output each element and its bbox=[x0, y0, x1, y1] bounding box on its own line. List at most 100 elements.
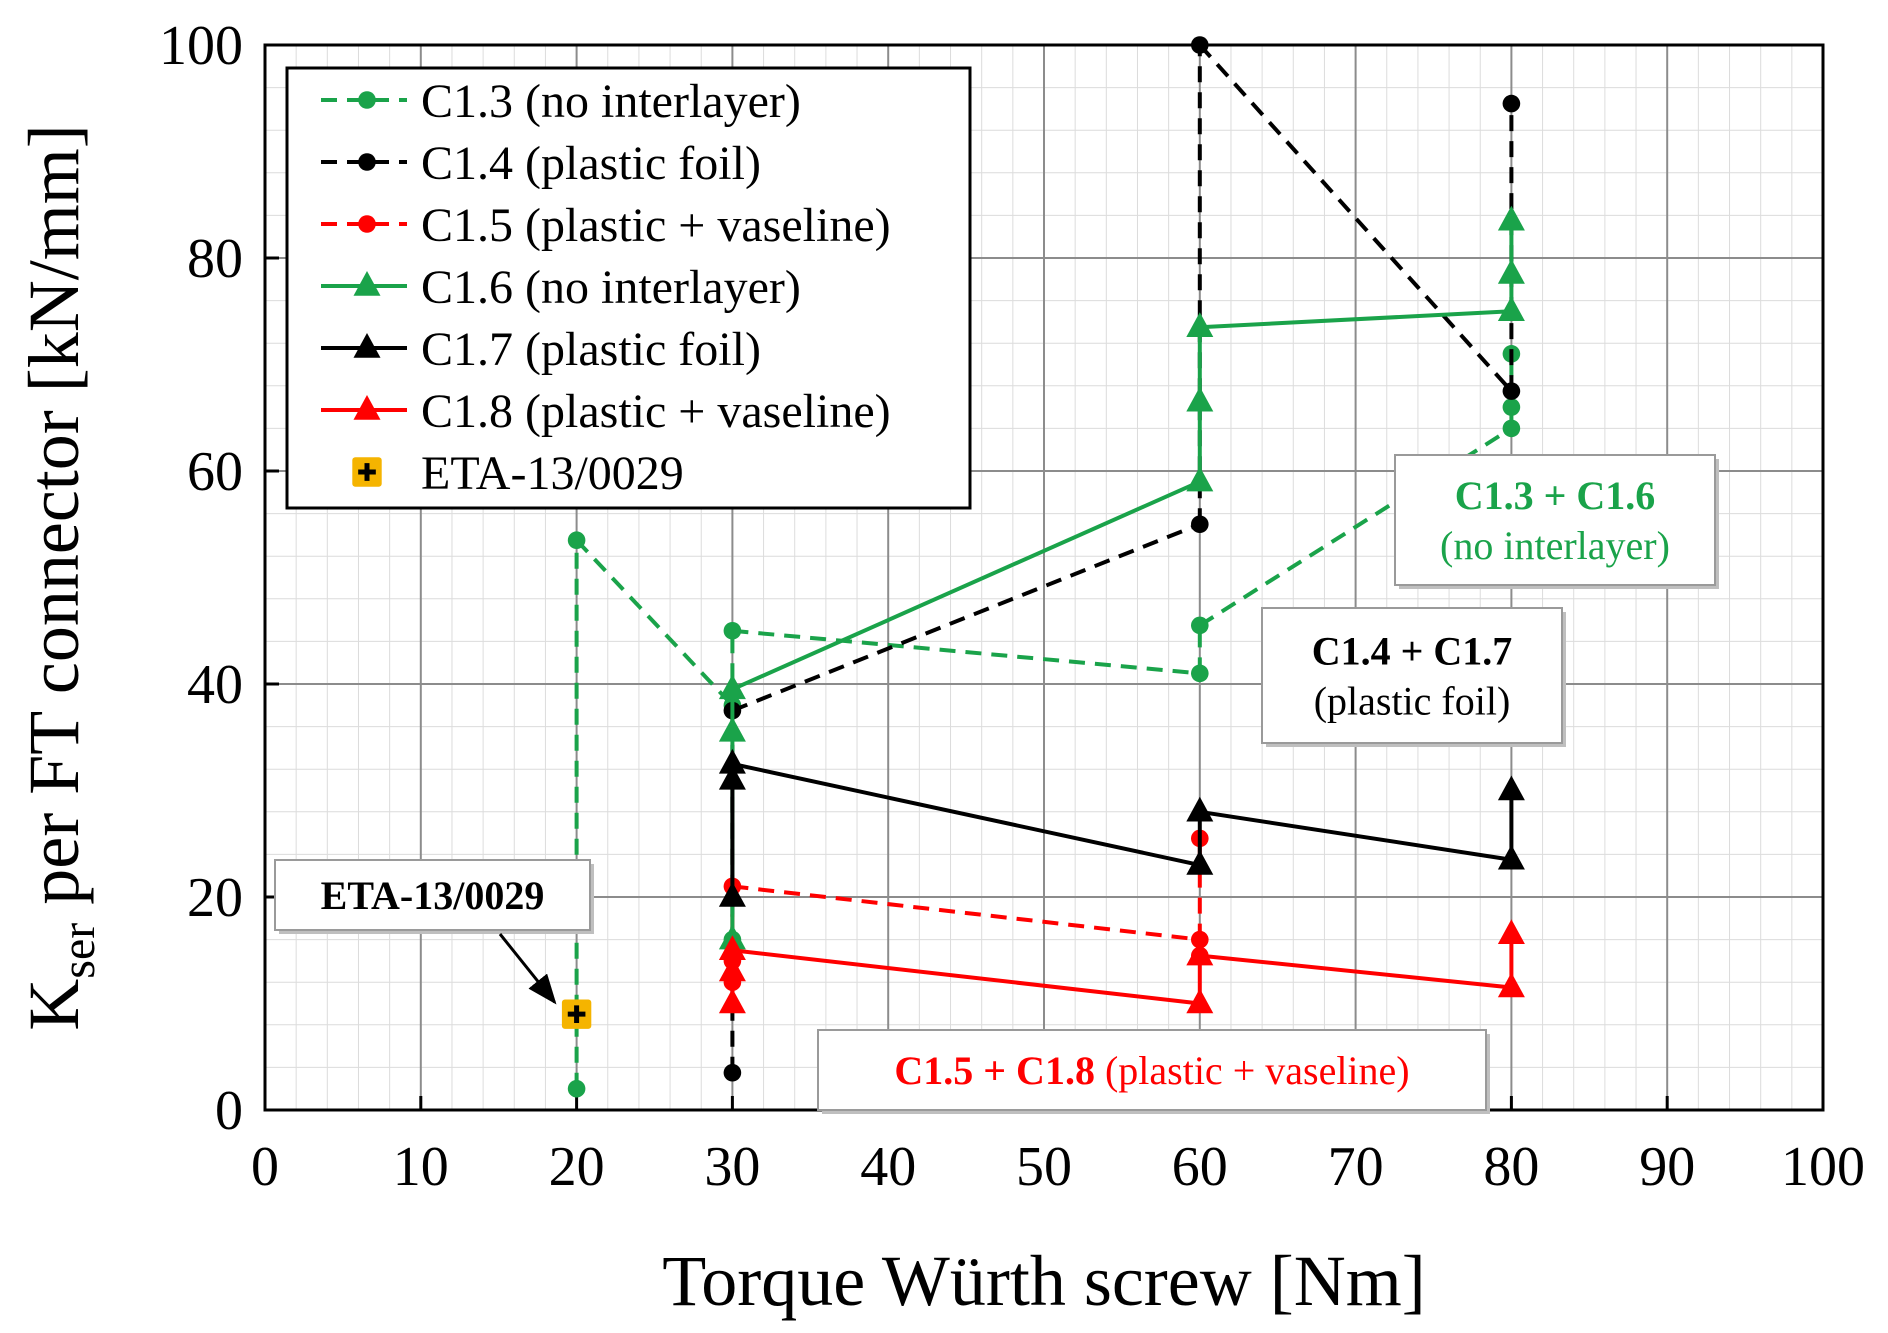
data-point bbox=[1502, 398, 1521, 416]
data-point bbox=[1497, 919, 1525, 945]
legend-marker bbox=[358, 215, 376, 233]
legend: C1.3 (no interlayer) C1.4 (plastic foil) C… bbox=[285, 66, 972, 510]
data-point bbox=[567, 531, 586, 550]
data-point bbox=[718, 674, 746, 700]
legend-label: C1.8 (plastic + vaseline) bbox=[421, 385, 891, 438]
data-point bbox=[1186, 850, 1214, 875]
legend-entry: C1.5 (plastic + vaseline) bbox=[321, 199, 891, 252]
annotation-box bbox=[274, 859, 591, 931]
data-point bbox=[1502, 419, 1521, 438]
annotation-text-run: (no interlayer) bbox=[1440, 523, 1670, 568]
series-layer bbox=[561, 36, 1525, 1098]
series-6 bbox=[718, 919, 1525, 1014]
data-point bbox=[1502, 94, 1521, 113]
x-tick-label: 10 bbox=[393, 1136, 449, 1198]
x-tick-label: 100 bbox=[1781, 1136, 1865, 1198]
series-7 bbox=[561, 999, 592, 1029]
annotation-text-run: C1.4 + C1.7 bbox=[1312, 629, 1513, 674]
series-line-segment bbox=[1198, 426, 1513, 628]
y-axis-title-main: K bbox=[14, 979, 94, 1031]
data-point bbox=[1191, 930, 1209, 949]
series-line-segment bbox=[732, 884, 1201, 942]
annotation-text-run: (plastic + vaseline) bbox=[1095, 1048, 1410, 1093]
y-tick-label: 20 bbox=[187, 867, 243, 929]
annotation-text-run: ETA-13/0029 bbox=[321, 873, 545, 918]
annotation-text-line: C1.4 + C1.7 bbox=[1312, 629, 1513, 674]
data-point bbox=[723, 621, 742, 640]
y-axis-title-rest: per FT connector [kN/mm] bbox=[14, 124, 94, 922]
x-tick-label: 70 bbox=[1328, 1136, 1384, 1198]
legend-entry: C1.8 (plastic + vaseline) bbox=[321, 385, 891, 438]
x-tick-label: 40 bbox=[860, 1136, 916, 1198]
data-point bbox=[1191, 515, 1209, 534]
legend-label: C1.4 (plastic foil) bbox=[421, 137, 761, 190]
legend-label: C1.5 (plastic + vaseline) bbox=[421, 199, 891, 252]
x-tick-label: 80 bbox=[1483, 1136, 1539, 1198]
annotation-arrow bbox=[498, 933, 557, 1005]
legend-entry: C1.7 (plastic foil) bbox=[321, 323, 761, 376]
series-line-segment bbox=[731, 522, 1201, 713]
data-point bbox=[718, 716, 746, 742]
data-point bbox=[1497, 972, 1525, 998]
series-line-segment bbox=[732, 628, 1200, 676]
x-tick-label: 30 bbox=[704, 1136, 760, 1198]
data-point bbox=[561, 999, 592, 1029]
legend-entry: C1.3 (no interlayer) bbox=[321, 75, 801, 128]
legend-marker bbox=[353, 395, 381, 420]
data-point bbox=[1186, 466, 1214, 492]
annotation-text-line: ETA-13/0029 bbox=[321, 873, 545, 918]
data-point bbox=[1497, 205, 1525, 231]
y-tick-label: 60 bbox=[187, 441, 243, 503]
legend-marker bbox=[352, 457, 382, 487]
data-point bbox=[1186, 312, 1214, 337]
ann-c15-c18: C1.5 + C1.8 (plastic + vaseline) bbox=[817, 1029, 1490, 1114]
series-line-segment bbox=[1199, 809, 1512, 862]
annotation-text-line: (no interlayer) bbox=[1440, 523, 1670, 568]
annotation-text-line: C1.3 + C1.6 bbox=[1455, 473, 1656, 518]
data-point bbox=[718, 988, 746, 1014]
series-line-segment bbox=[731, 479, 1201, 692]
series-line-segment bbox=[731, 761, 1201, 868]
data-point bbox=[1497, 258, 1525, 284]
y-tick-label: 100 bbox=[159, 15, 243, 77]
y-tick-label: 40 bbox=[187, 654, 243, 716]
ann-eta: ETA-13/0029 bbox=[274, 859, 594, 1005]
x-tick-label: 90 bbox=[1639, 1136, 1695, 1198]
x-axis-title: Torque Würth screw [Nm] bbox=[662, 1241, 1425, 1321]
data-point bbox=[1191, 616, 1209, 635]
annotation-text-run: (plastic foil) bbox=[1314, 679, 1511, 724]
y-axis-title: Kser per FT connector [kN/mm] bbox=[14, 124, 105, 1030]
data-point bbox=[718, 748, 746, 774]
data-point bbox=[1191, 664, 1209, 683]
annotation-text-run: C1.3 + C1.6 bbox=[1455, 473, 1656, 518]
ann-c13-c16: C1.3 + C1.6 (no interlayer) bbox=[1394, 454, 1719, 589]
legend-label: ETA-13/0029 bbox=[421, 447, 684, 500]
axes: 0 10 20 30 40 50 60 70 80 90 100 0 20 40 60 80 100 bbox=[159, 15, 1865, 1198]
marker-plus bbox=[567, 1005, 586, 1023]
legend-label: C1.3 (no interlayer) bbox=[421, 75, 801, 128]
series-5 bbox=[718, 748, 1525, 907]
data-point bbox=[718, 764, 746, 790]
series-line-segment bbox=[1199, 309, 1512, 330]
x-tick-label: 60 bbox=[1172, 1136, 1228, 1198]
ann-c14-c17: C1.4 + C1.7 (plastic foil) bbox=[1261, 607, 1566, 747]
y-tick-label: 80 bbox=[187, 228, 243, 290]
legend-marker bbox=[358, 153, 376, 171]
data-point bbox=[567, 1079, 586, 1098]
data-point bbox=[1186, 940, 1214, 966]
data-point bbox=[1186, 796, 1214, 822]
annotation-box bbox=[1261, 607, 1563, 744]
x-tick-label: 0 bbox=[251, 1136, 279, 1198]
annotation-text-line: (plastic foil) bbox=[1314, 679, 1511, 724]
y-tick-label: 0 bbox=[215, 1080, 243, 1142]
legend-marker bbox=[358, 91, 376, 109]
data-point bbox=[723, 1063, 742, 1082]
legend-entry: C1.6 (no interlayer) bbox=[321, 261, 801, 314]
data-point bbox=[1502, 382, 1521, 400]
legend-label: C1.6 (no interlayer) bbox=[421, 261, 801, 314]
data-point bbox=[718, 935, 746, 960]
data-point bbox=[1186, 386, 1214, 412]
data-point bbox=[1497, 775, 1525, 801]
